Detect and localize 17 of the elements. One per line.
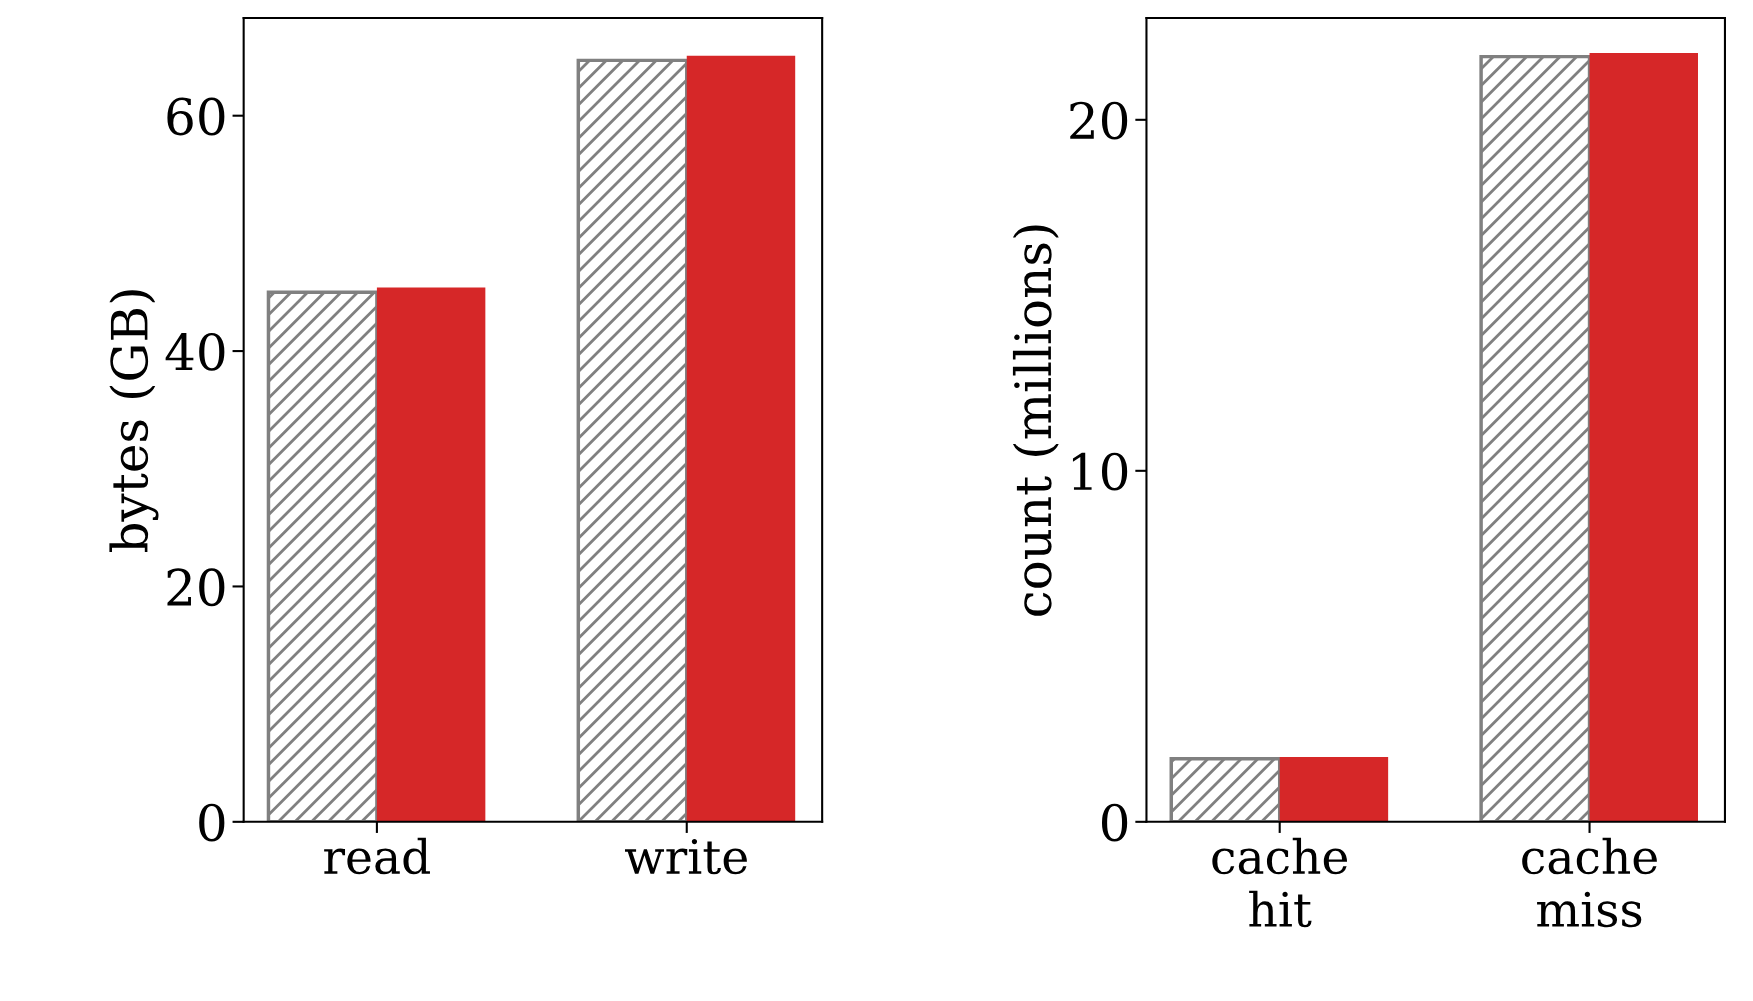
y-tick-label: 40	[165, 332, 225, 371]
y-axis-title: bytes (GB)	[109, 290, 159, 553]
x-tick-label: write	[625, 838, 747, 875]
y-tick-label: 20	[1070, 101, 1128, 140]
x-tick-label: read	[324, 837, 430, 875]
bar	[686, 55, 796, 822]
y-tick-label: 60	[167, 97, 225, 136]
bar	[1279, 756, 1389, 822]
y-axis-title: count (millions)	[1012, 225, 1059, 616]
x-tick-label: cache hit	[1212, 837, 1348, 928]
y-tick-label: 10	[1072, 452, 1128, 491]
y-tick-label: 0	[199, 803, 225, 842]
bar	[376, 287, 486, 822]
y-tick-label: 20	[167, 568, 225, 607]
y-tick-label: 0	[1101, 803, 1128, 842]
x-tick-label: cache miss	[1522, 837, 1657, 928]
bar	[1589, 53, 1698, 822]
